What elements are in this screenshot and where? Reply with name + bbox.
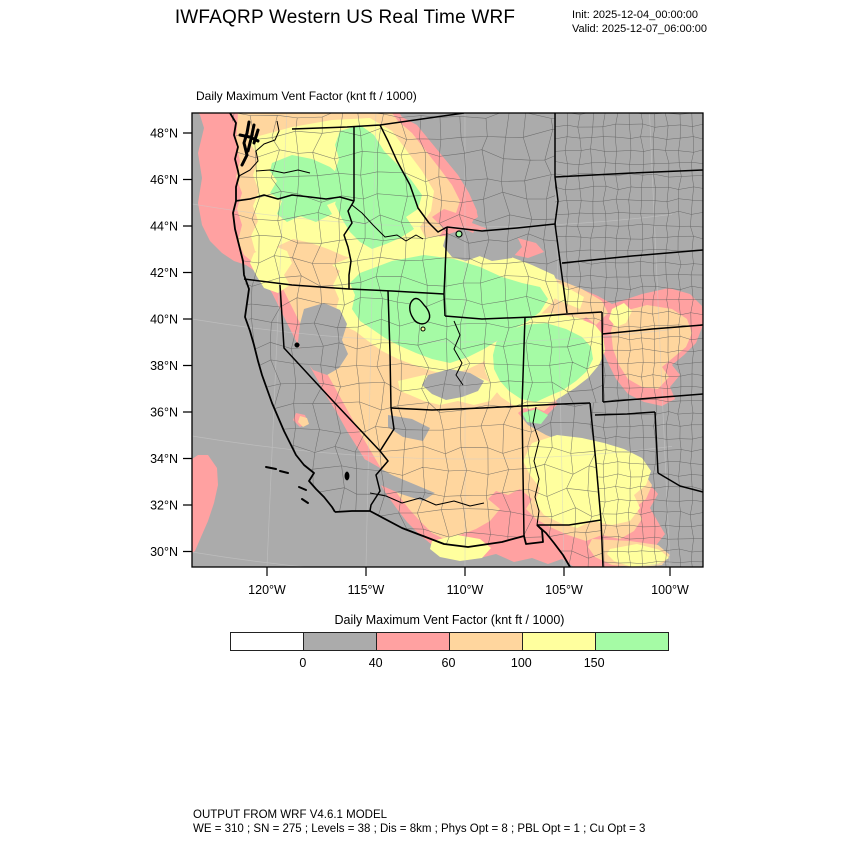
lat-label: 36°N (150, 406, 178, 420)
legend-title: Daily Maximum Vent Factor (knt ft / 1000… (334, 613, 565, 627)
lon-label: 120°W (248, 583, 286, 597)
green-river (453, 320, 464, 386)
footer-line-2: WE = 310 ; SN = 275 ; Levels = 38 ; Dis … (193, 823, 646, 835)
legend-color-cell (522, 633, 595, 650)
columbia-river-branch (255, 169, 311, 174)
lon-label: 110°W (447, 583, 484, 597)
lon-label: 115°W (348, 583, 385, 597)
legend-color-cell (595, 633, 668, 650)
page-title: IWFAQRP Western US Real Time WRF (174, 7, 516, 28)
lat-label: 44°N (150, 220, 178, 234)
valid-time: Valid: 2025-12-07_06:00:00 (572, 23, 707, 35)
channel-islands (265, 466, 309, 504)
legend-color-cell (231, 633, 303, 650)
lat-label: 30°N (150, 545, 178, 559)
lat-label: 38°N (150, 359, 178, 373)
init-time: Init: 2025-12-04_00:00:00 (572, 9, 699, 21)
salton-sea (344, 471, 350, 481)
lat-label: 32°N (150, 499, 178, 513)
lat-label: 34°N (150, 452, 178, 466)
rio-grande (532, 406, 540, 526)
great-salt-lake (409, 297, 431, 325)
snake-river (351, 204, 424, 242)
lake-tahoe (294, 342, 300, 348)
map-canvas (192, 113, 703, 567)
longitude-labels: 120°W 115°W 110°W 105°W 100°W (248, 583, 689, 597)
latitude-ticks (183, 132, 192, 553)
run-times: Init: 2025-12-04_00:00:00 Valid: 2025-12… (572, 8, 707, 36)
lat-label: 42°N (150, 266, 178, 280)
columbia-river (238, 120, 280, 177)
puget-sound (238, 120, 260, 167)
footer-line-1: OUTPUT FROM WRF V4.6.1 MODEL (193, 809, 388, 821)
legend-tick-label: 150 (583, 656, 605, 670)
legend-color-cell (376, 633, 449, 650)
rio-grande-border (536, 524, 571, 567)
state-borders (235, 113, 703, 567)
footer-notes: OUTPUT FROM WRF V4.6.1 MODEL WE = 310 ; … (193, 808, 645, 836)
lon-label: 100°W (651, 583, 689, 597)
latitude-labels: 48°N 46°N 44°N 42°N 40°N 38°N 36°N 34°N 32°N 30°N (150, 127, 178, 560)
county-lines-plains (555, 113, 703, 567)
longitude-ticks (266, 567, 671, 576)
legend-tick-label: 40 (368, 656, 383, 670)
lakes-and-islands (265, 230, 463, 504)
gila-river (369, 492, 485, 507)
legend-tick-label: 100 (510, 656, 532, 670)
map-figure: 48°N 46°N 44°N 42°N 40°N 38°N 36°N 34°N 32°N 30°N… (150, 112, 704, 597)
mexico-border (334, 510, 544, 548)
legend-color-cell (303, 633, 376, 650)
legend-color-cell (449, 633, 522, 650)
rivers (238, 120, 540, 526)
yellowstone-lake (455, 230, 463, 238)
legend-labels: 0 40 60 100 150 (230, 656, 667, 672)
map-subtitle: Daily Maximum Vent Factor (knt ft / 1000… (196, 89, 417, 103)
coastline (229, 113, 571, 567)
lon-label: 105°W (545, 583, 583, 597)
vent-contour-gray-holes (298, 227, 522, 501)
map-frame (191, 112, 704, 568)
legend-tick-label: 60 (441, 656, 456, 670)
lat-label: 48°N (150, 127, 178, 141)
lat-label: 46°N (150, 173, 178, 187)
legend-tick-label: 0 (299, 656, 307, 670)
lat-label: 40°N (150, 313, 178, 327)
legend-colorbar (230, 632, 669, 651)
utah-lake (420, 326, 426, 332)
